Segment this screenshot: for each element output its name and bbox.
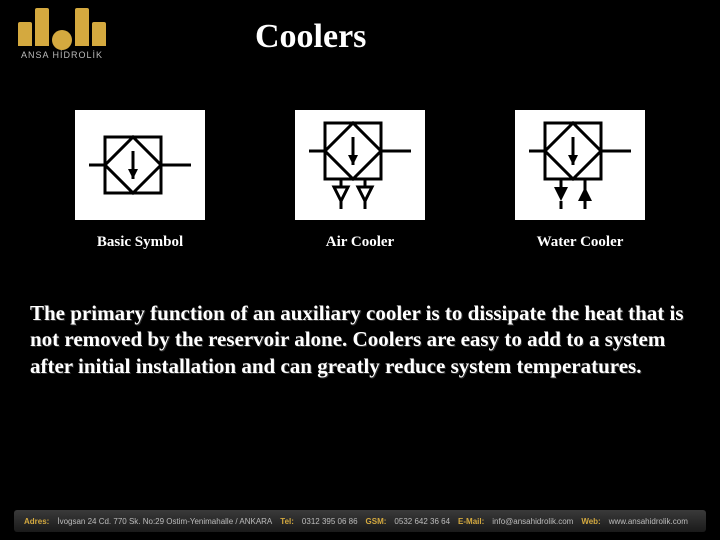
company-logo: ANSA HİDROLİK (18, 8, 106, 60)
symbol-air-label: Air Cooler (326, 234, 394, 251)
footer-tel-label: Tel: (280, 517, 294, 526)
page-title: Coolers (255, 18, 366, 56)
symbols-row: Basic Symbol Air Cooler (0, 110, 720, 251)
footer-tel: 0312 395 06 86 (302, 517, 358, 526)
cooler-water-icon (525, 115, 635, 215)
symbol-water: Water Cooler (490, 110, 670, 251)
footer-mail: info@ansahidrolik.com (492, 517, 573, 526)
cooler-basic-icon (85, 125, 195, 205)
symbol-basic-label: Basic Symbol (97, 234, 183, 251)
cooler-air-icon (305, 115, 415, 215)
symbol-basic-box (75, 110, 205, 220)
symbol-water-box (515, 110, 645, 220)
symbol-basic: Basic Symbol (50, 110, 230, 251)
footer-address-label: Adres: (24, 517, 49, 526)
logo-graphic (18, 8, 106, 46)
footer-bar: Adres: İvogsan 24 Cd. 770 Sk. No:29 Osti… (14, 510, 706, 532)
footer-gsm-label: GSM: (366, 517, 387, 526)
symbol-air-box (295, 110, 425, 220)
footer-gsm: 0532 642 36 64 (394, 517, 450, 526)
symbol-air: Air Cooler (270, 110, 450, 251)
footer-web: www.ansahidrolik.com (609, 517, 688, 526)
symbol-water-label: Water Cooler (537, 234, 624, 251)
logo-text: ANSA HİDROLİK (21, 50, 103, 60)
body-text: The primary function of an auxiliary coo… (30, 300, 690, 379)
footer-address: İvogsan 24 Cd. 770 Sk. No:29 Ostim-Yenim… (57, 517, 272, 526)
footer-web-label: Web: (581, 517, 600, 526)
footer-mail-label: E-Mail: (458, 517, 484, 526)
